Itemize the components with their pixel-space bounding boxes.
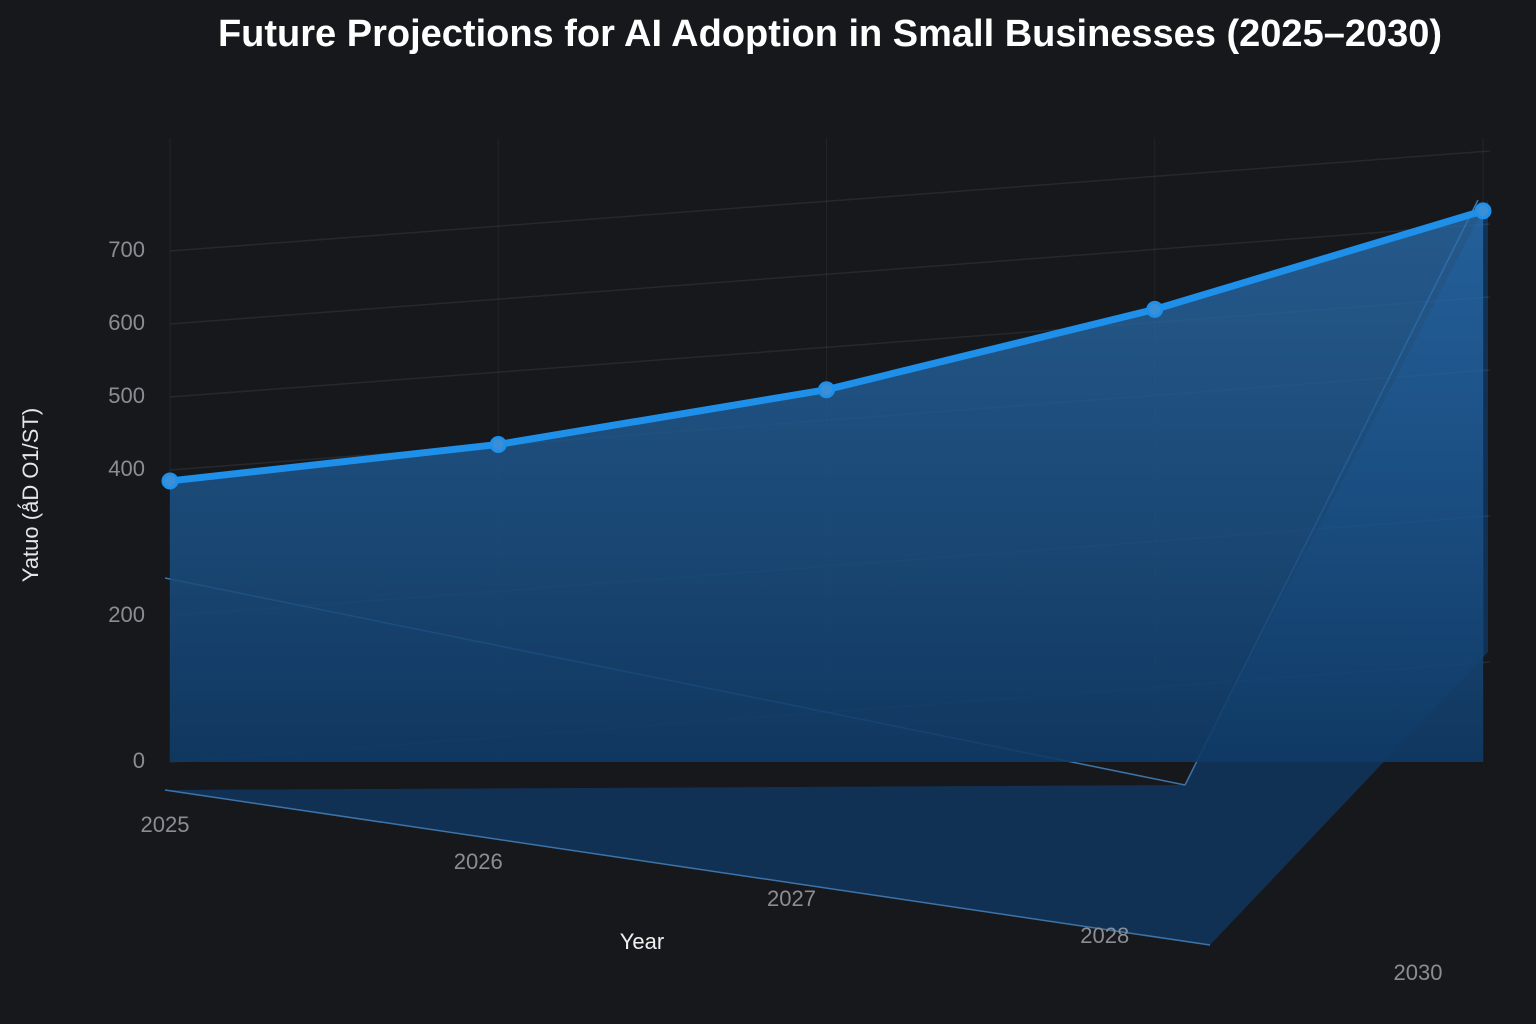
grid-line [169, 150, 1491, 252]
point [161, 472, 179, 490]
x-tick-label: 2025 [141, 812, 190, 837]
edge [164, 789, 1211, 946]
x-tick-label: 2030 [1394, 960, 1443, 985]
point [818, 381, 835, 399]
x-tick-label: 2027 [767, 886, 816, 911]
grid-line [169, 223, 1491, 325]
point [1474, 202, 1492, 220]
y-tick-label: 700 [108, 237, 145, 262]
y-tick-label: 500 [108, 383, 145, 408]
floor-face [165, 200, 1488, 945]
y-tick-label: 0 [133, 748, 145, 773]
x-tick-label: 2026 [454, 849, 503, 874]
plot-area: 0 200 400 500 600 700 2025 2026 2027 2028 2030 [108, 138, 1492, 985]
x-axis-label: Year [620, 929, 664, 954]
y-tick-label: 600 [108, 310, 145, 335]
y-axis-label: Yatuo (ǻD O1/ST) [17, 408, 43, 582]
x-tick-label: 2028 [1080, 923, 1129, 948]
y-tick-label: 400 [108, 456, 145, 481]
chart-title: Future Projections for AI Adoption in Sm… [218, 13, 1442, 55]
y-tick-label: 200 [108, 602, 145, 627]
point [489, 435, 507, 453]
point [1146, 300, 1164, 318]
area-fill [170, 210, 1483, 763]
